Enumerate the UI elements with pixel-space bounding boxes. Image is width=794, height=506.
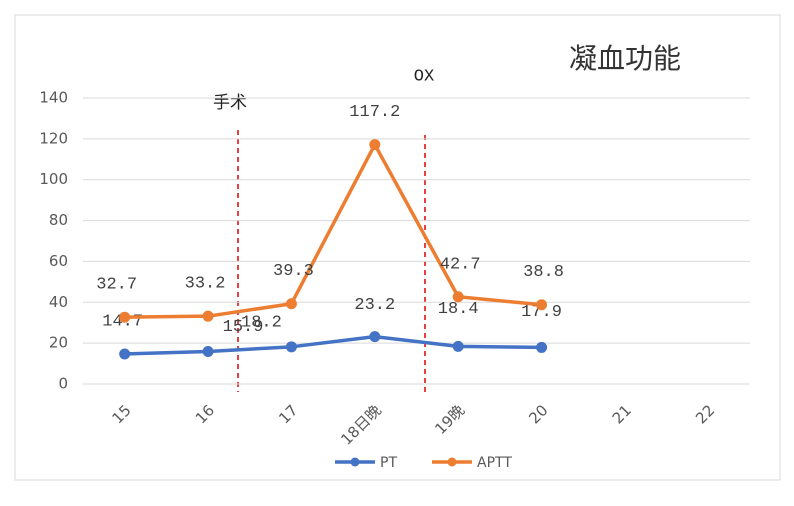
data-label: 32.7	[96, 276, 137, 295]
chart-frame	[14, 14, 781, 481]
series-line	[124, 334, 542, 356]
y-tick-label: 100	[39, 170, 68, 188]
point	[202, 310, 214, 322]
y-tick-label: 40	[49, 293, 68, 311]
data-label: 39.3	[273, 262, 314, 281]
y-tick-label: 140	[39, 89, 68, 107]
data-label: 42.7	[440, 255, 481, 274]
legend-label: APTT	[477, 455, 512, 471]
y-tick-label: 80	[49, 211, 68, 229]
point	[536, 341, 548, 353]
data-label: 33.2	[185, 275, 226, 294]
legend-label: PT	[380, 455, 397, 471]
point	[119, 311, 131, 323]
point	[452, 291, 464, 303]
data-label: 117.2	[349, 103, 400, 122]
point	[452, 340, 464, 352]
annotation: OX	[414, 67, 434, 86]
point	[369, 139, 381, 151]
data-label: 18.4	[438, 300, 479, 319]
point	[202, 346, 214, 358]
y-tick-label: 0	[58, 375, 68, 393]
point	[285, 298, 297, 310]
data-label: 17.9	[521, 303, 562, 322]
point	[119, 348, 131, 360]
series-line	[124, 142, 542, 319]
y-tick-label: 20	[49, 334, 68, 352]
y-tick-label: 60	[49, 252, 68, 270]
data-label: 23.2	[354, 296, 395, 315]
legend-marker	[447, 457, 457, 467]
data-label: 38.8	[523, 263, 564, 282]
point	[536, 299, 548, 311]
chart-title: 凝血功能	[569, 42, 681, 75]
point	[369, 331, 381, 343]
point	[285, 341, 297, 353]
legend-marker	[350, 457, 360, 467]
data-label: 18.2	[241, 313, 282, 332]
data-label: 15.9	[223, 318, 264, 337]
y-tick-label: 120	[39, 129, 68, 147]
annotation: 手术	[213, 93, 247, 113]
